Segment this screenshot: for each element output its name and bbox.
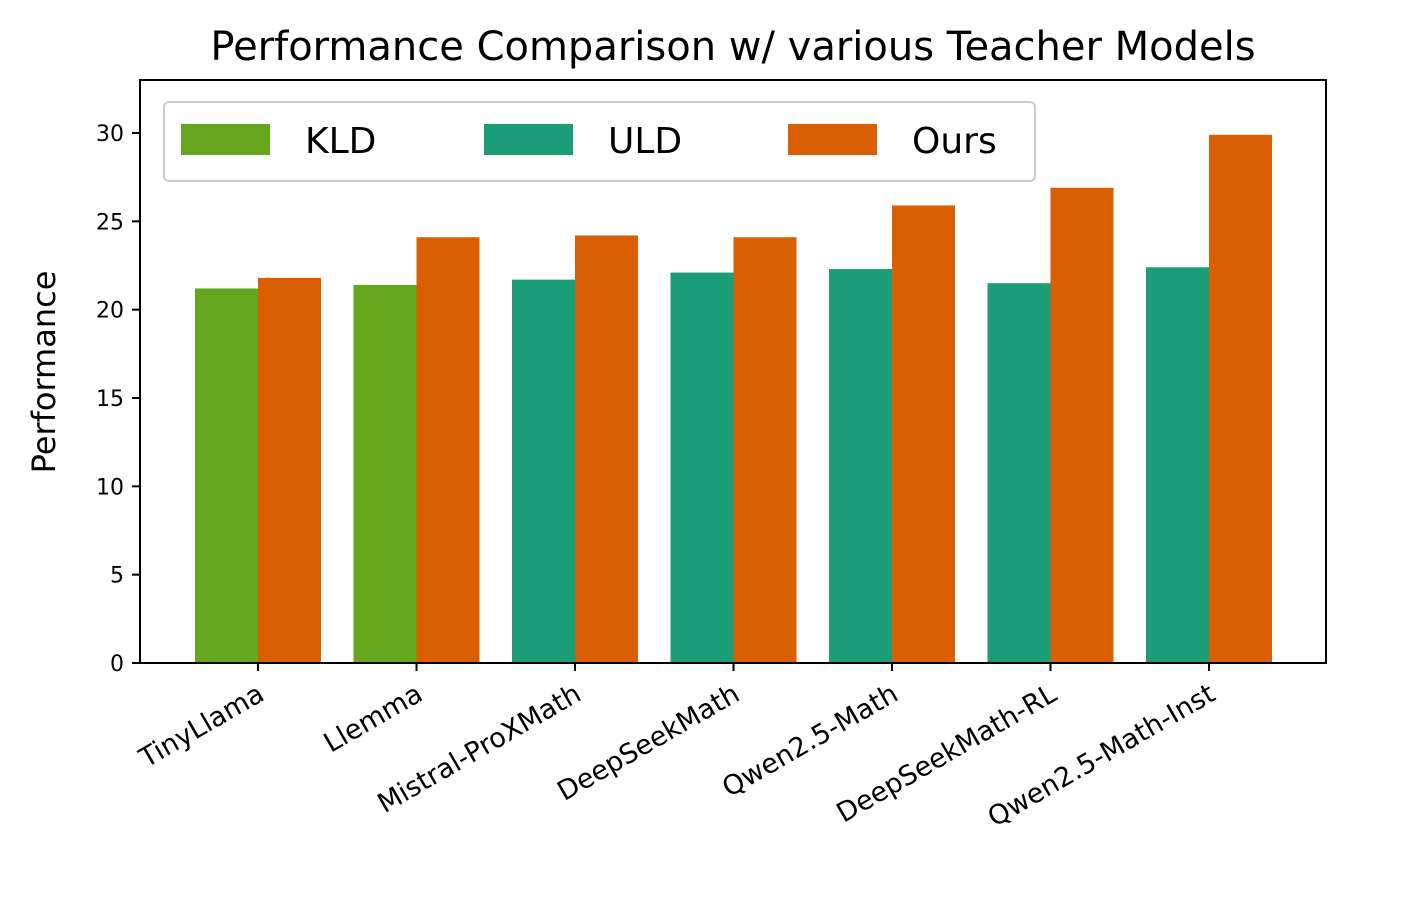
bars-layer (195, 134, 1272, 663)
bar-ours-qwen2.5-math-inst (1209, 134, 1272, 663)
legend: KLD ULD Ours (163, 101, 1036, 182)
bar-ours-qwen2.5-math (892, 205, 955, 663)
y-tick-label: 20 (96, 299, 124, 324)
bar-uld-mistral-proxmath (512, 279, 575, 663)
bar-ours-mistral-proxmath (575, 235, 638, 663)
bar-uld-qwen2.5-math-inst (1146, 267, 1209, 663)
x-tick-label: Llemma (319, 678, 428, 759)
y-tick-label: 10 (96, 475, 124, 500)
y-axis-label: Performance (25, 271, 63, 474)
plot-frame (139, 79, 1327, 664)
legend-swatch-ours (788, 124, 877, 155)
legend-swatch-kld (181, 124, 270, 155)
y-tick-label: 0 (110, 652, 124, 677)
x-tick-label: TinyLlama (133, 678, 269, 774)
legend-label-uld: ULD (608, 121, 682, 162)
bar-kld-tinyllama (195, 288, 258, 663)
bar-ours-tinyllama (258, 277, 321, 663)
x-axis-ticks: TinyLlama LlemmaMistral-ProXMathDeepSeekM… (133, 663, 1221, 833)
y-axis-ticks: 0 5 10 15 20 25 30 (96, 122, 140, 677)
bar-ours-llemma (416, 237, 480, 663)
bar-ours-deepseekmath-rl (1050, 187, 1114, 663)
legend-swatch-uld (484, 124, 573, 155)
bar-uld-qwen2.5-math (829, 269, 892, 663)
bar-kld-llemma (353, 284, 417, 663)
legend-label-ours: Ours (912, 121, 997, 162)
legend-label-kld: KLD (305, 121, 376, 162)
bar-ours-deepseekmath (733, 237, 797, 663)
bar-uld-deepseekmath-rl (987, 283, 1051, 663)
bar-uld-deepseekmath (670, 272, 734, 663)
chart-title: Performance Comparison w/ various Teache… (210, 24, 1255, 70)
y-tick-label: 5 (110, 564, 124, 589)
y-tick-label: 15 (96, 387, 124, 412)
y-tick-label: 25 (96, 210, 124, 235)
legend-box (163, 101, 1036, 182)
y-tick-label: 30 (96, 122, 124, 147)
